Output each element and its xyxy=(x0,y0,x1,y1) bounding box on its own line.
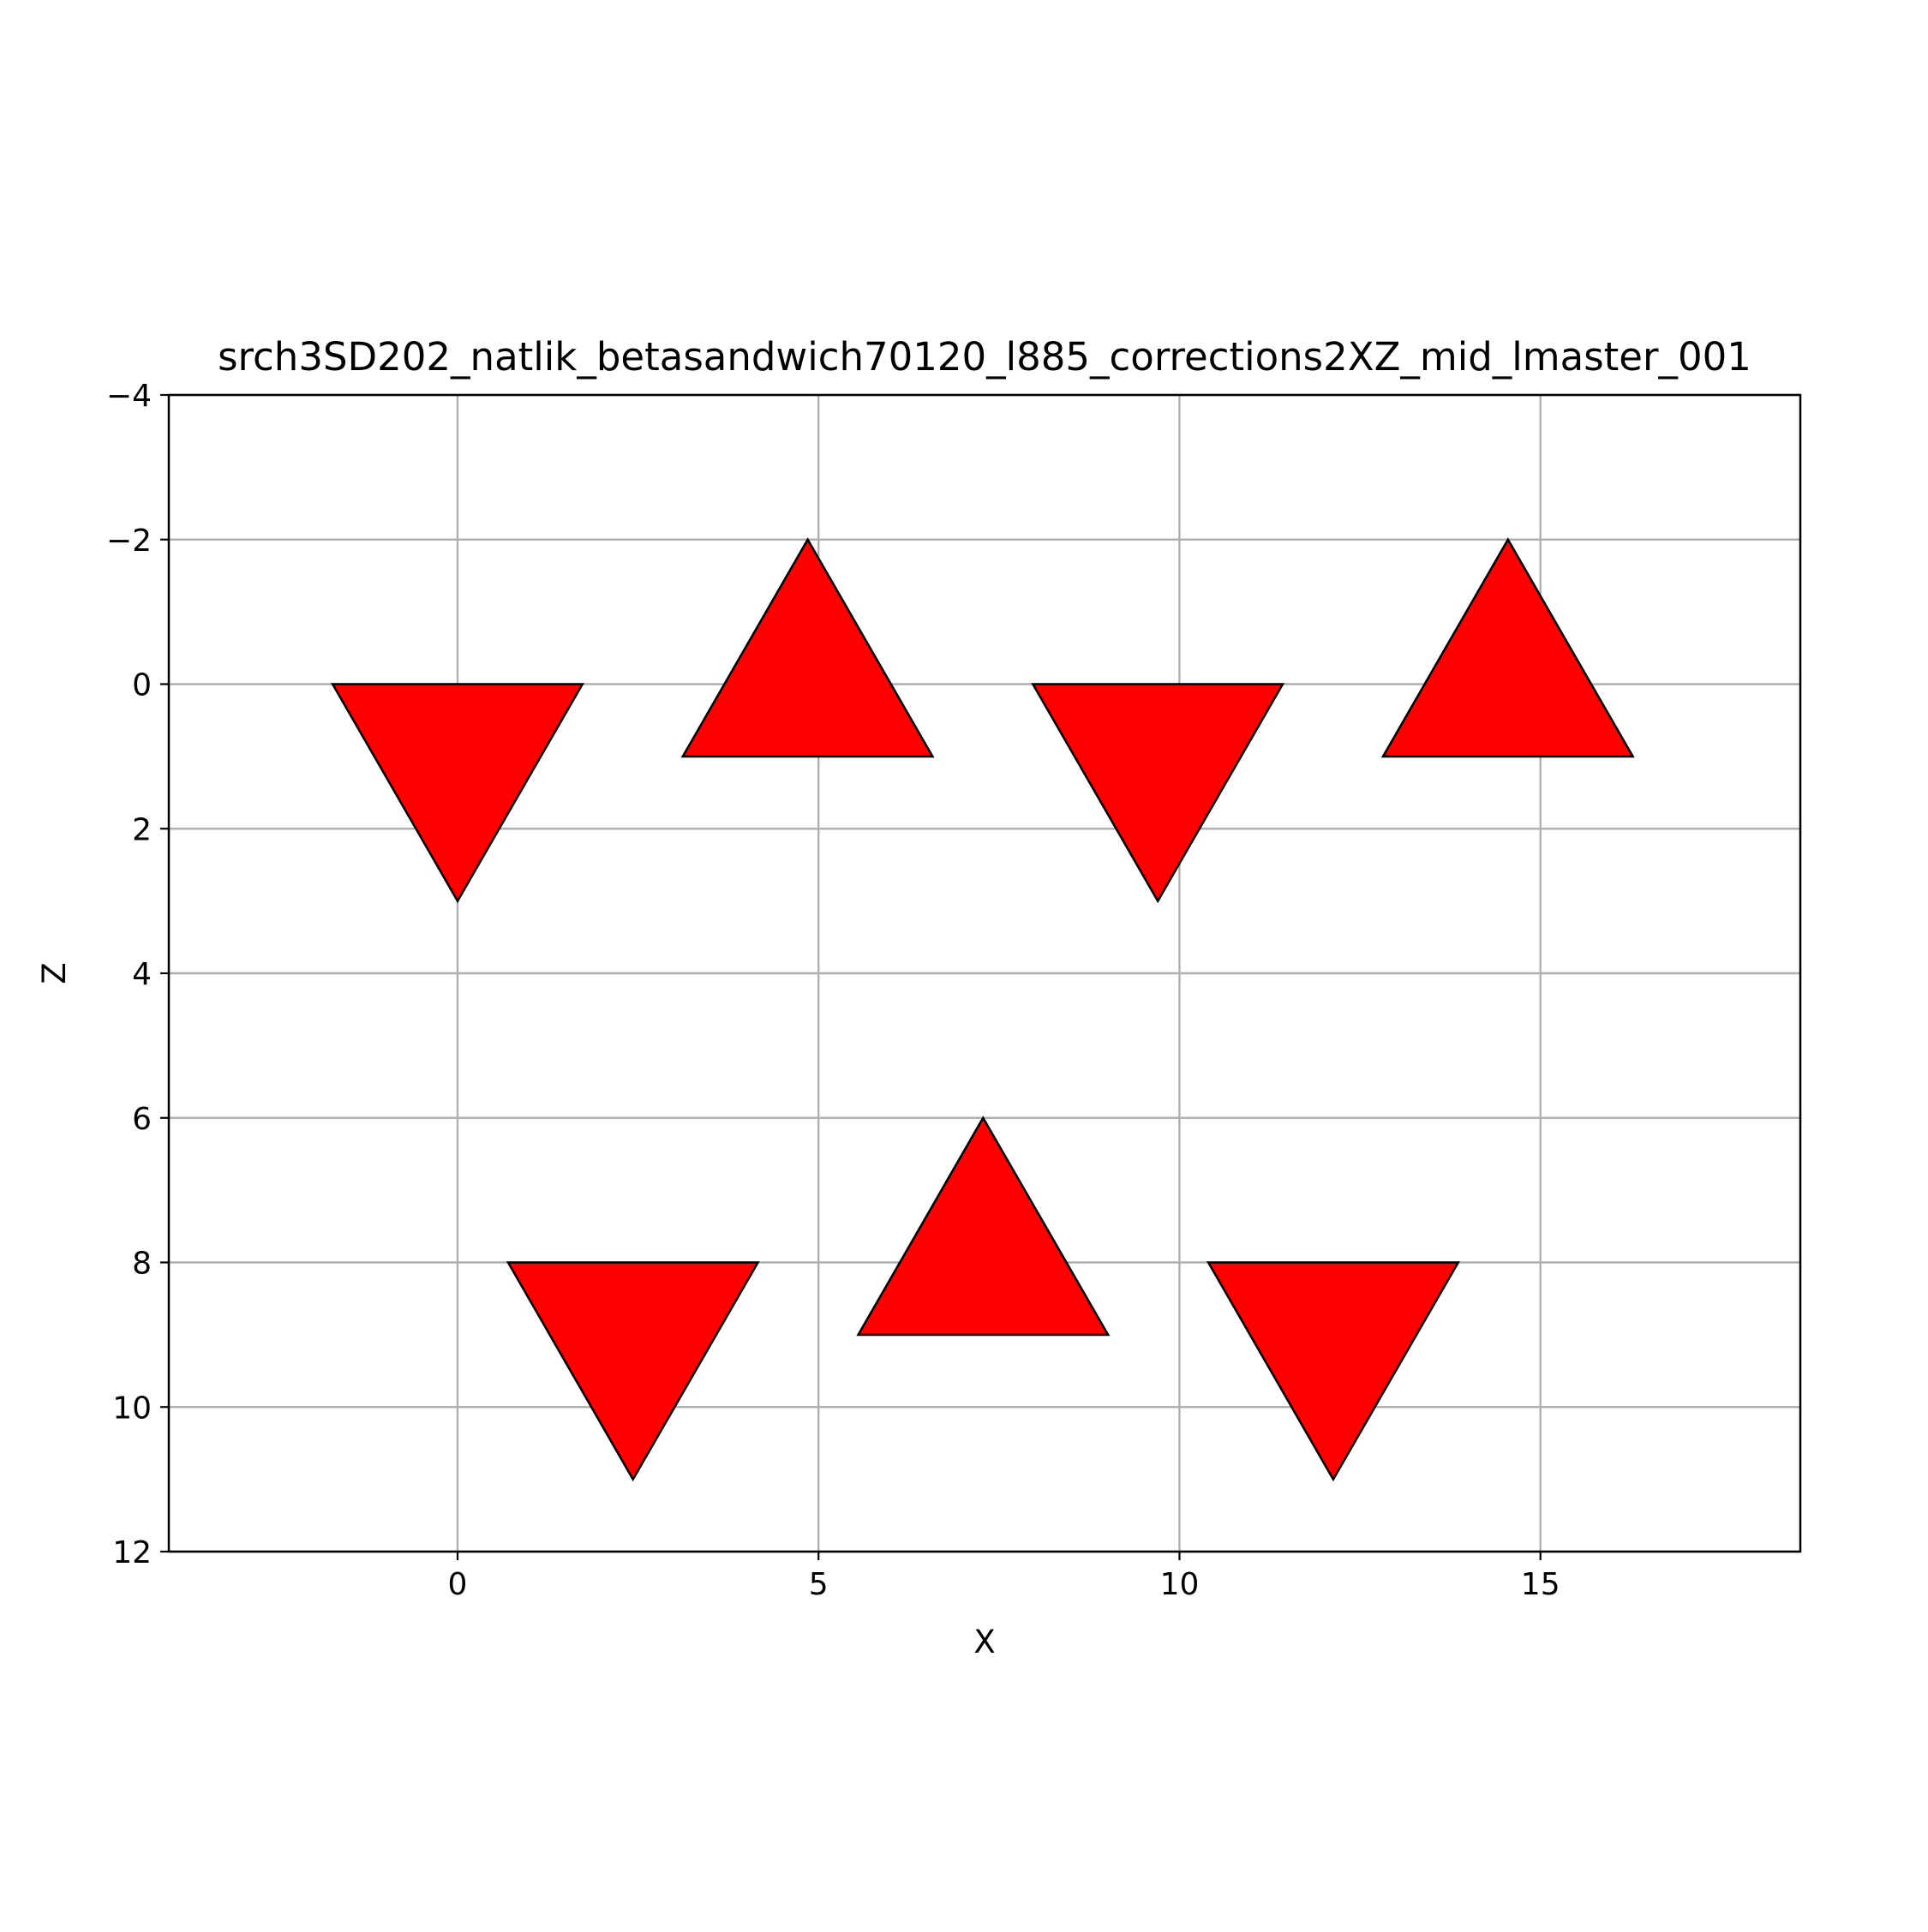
triangle-marker-down xyxy=(1031,683,1285,904)
x-tick-label: 10 xyxy=(1160,1567,1200,1602)
y-tick-label: 8 xyxy=(132,1247,152,1282)
y-axis-label: Z xyxy=(36,962,73,984)
y-tick-label: 12 xyxy=(112,1535,152,1570)
y-tick-label: 6 xyxy=(132,1102,152,1137)
y-tick-label: −4 xyxy=(106,379,152,414)
axis-ticks: 0 5 10 15 −4 −2 0 2 4 6 8 10 12 xyxy=(106,379,1560,1602)
y-tick-label: 0 xyxy=(132,668,152,703)
x-tick-label: 5 xyxy=(809,1567,829,1602)
triangle-marker-up xyxy=(680,537,935,758)
y-tick-label: −2 xyxy=(106,523,152,559)
y-tick-label: 2 xyxy=(132,812,152,847)
chart-title: srch3SD202_natlik_betasandwich70120_l885… xyxy=(218,334,1751,380)
triangle-marker-up xyxy=(1380,537,1635,758)
x-tick-label: 15 xyxy=(1521,1567,1560,1602)
triangle-marker-down xyxy=(506,1261,760,1482)
y-tick-label: 4 xyxy=(132,957,152,992)
triangle-marker-down xyxy=(1206,1261,1460,1482)
x-axis-label: X xyxy=(973,1624,995,1660)
y-tick-label: 10 xyxy=(112,1391,152,1426)
x-tick-label: 0 xyxy=(448,1567,468,1602)
triangle-marker-up xyxy=(856,1116,1111,1337)
data-markers xyxy=(330,537,1635,1482)
triangle-marker-down xyxy=(330,683,584,904)
